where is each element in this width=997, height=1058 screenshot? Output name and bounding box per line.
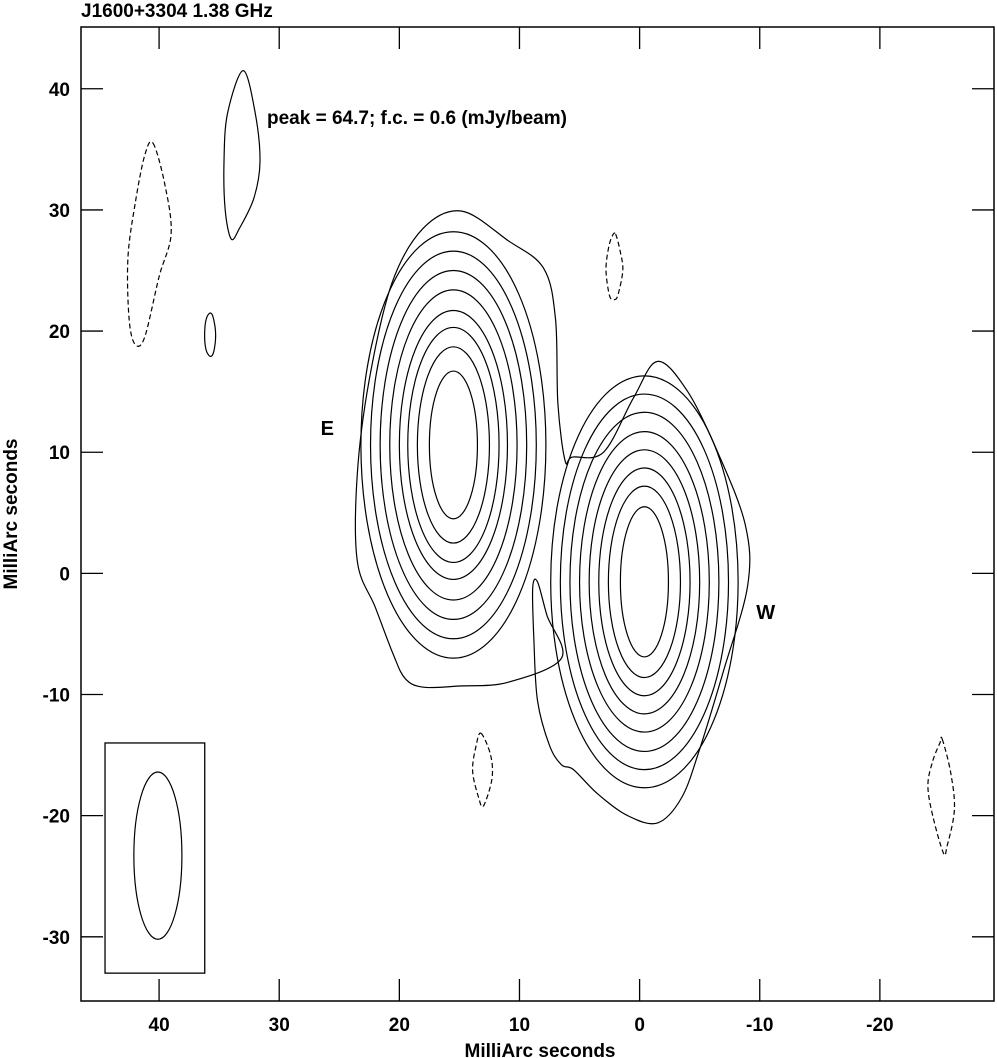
component-labels: EW xyxy=(321,418,776,624)
beam-box xyxy=(104,742,206,974)
contour-W xyxy=(559,393,730,771)
positive-island-contour xyxy=(204,312,217,358)
contour-W xyxy=(578,431,710,733)
y-tick-label: -30 xyxy=(43,928,70,949)
contour-W xyxy=(607,485,682,679)
contour-E xyxy=(379,269,528,620)
y-tick-label: 0 xyxy=(59,564,70,585)
peak-annotation: peak = 64.7; f.c. = 0.6 (mJy/beam) xyxy=(267,108,567,129)
x-tick-label: -10 xyxy=(746,1015,773,1036)
contour-lines xyxy=(126,69,956,856)
x-axis-label: MilliArc seconds xyxy=(465,1041,616,1058)
positive-island-contour xyxy=(223,69,261,241)
y-tick-label: 10 xyxy=(49,443,70,464)
plot-frame xyxy=(80,26,995,1002)
contour-E xyxy=(389,289,518,601)
x-tick-label: -20 xyxy=(866,1015,893,1036)
contour-W xyxy=(619,506,670,658)
contour-E xyxy=(369,250,537,640)
contour-E xyxy=(407,326,500,564)
contour-W xyxy=(598,467,691,697)
beam-ellipse xyxy=(133,771,183,940)
contour-E xyxy=(416,346,491,544)
negative-contour xyxy=(605,232,624,301)
y-tick-label: -10 xyxy=(43,686,70,707)
negative-contour xyxy=(126,141,172,347)
contour-E xyxy=(428,370,479,520)
y-tick-label: 20 xyxy=(49,322,70,343)
component-label-W: W xyxy=(756,602,775,624)
axis-ticks: 40 30 20 10 0 -10 -20 40 30 20 10 0 -10 -20 -30 xyxy=(43,27,994,1036)
outer-contour xyxy=(354,210,751,825)
x-tick-label: 10 xyxy=(509,1015,530,1036)
component-label-E: E xyxy=(321,418,334,440)
negative-contour xyxy=(927,736,956,856)
contour-W xyxy=(569,411,720,753)
x-tick-label: 40 xyxy=(149,1015,170,1036)
plot-title: J1600+3304 1.38 GHz xyxy=(81,1,273,22)
y-tick-label: 40 xyxy=(49,80,70,101)
contour-E xyxy=(398,309,509,581)
y-axis-label: MilliArc seconds xyxy=(1,439,22,590)
x-tick-label: 0 xyxy=(634,1015,645,1036)
y-tick-label: 30 xyxy=(49,201,70,222)
contour-W xyxy=(550,375,739,789)
y-tick-label: -20 xyxy=(43,807,70,828)
contour-E xyxy=(360,231,547,659)
negative-contour xyxy=(471,732,494,808)
contour-W xyxy=(588,449,701,715)
beam-inset xyxy=(104,742,206,974)
x-tick-label: 30 xyxy=(269,1015,290,1036)
x-tick-label: 20 xyxy=(389,1015,410,1036)
